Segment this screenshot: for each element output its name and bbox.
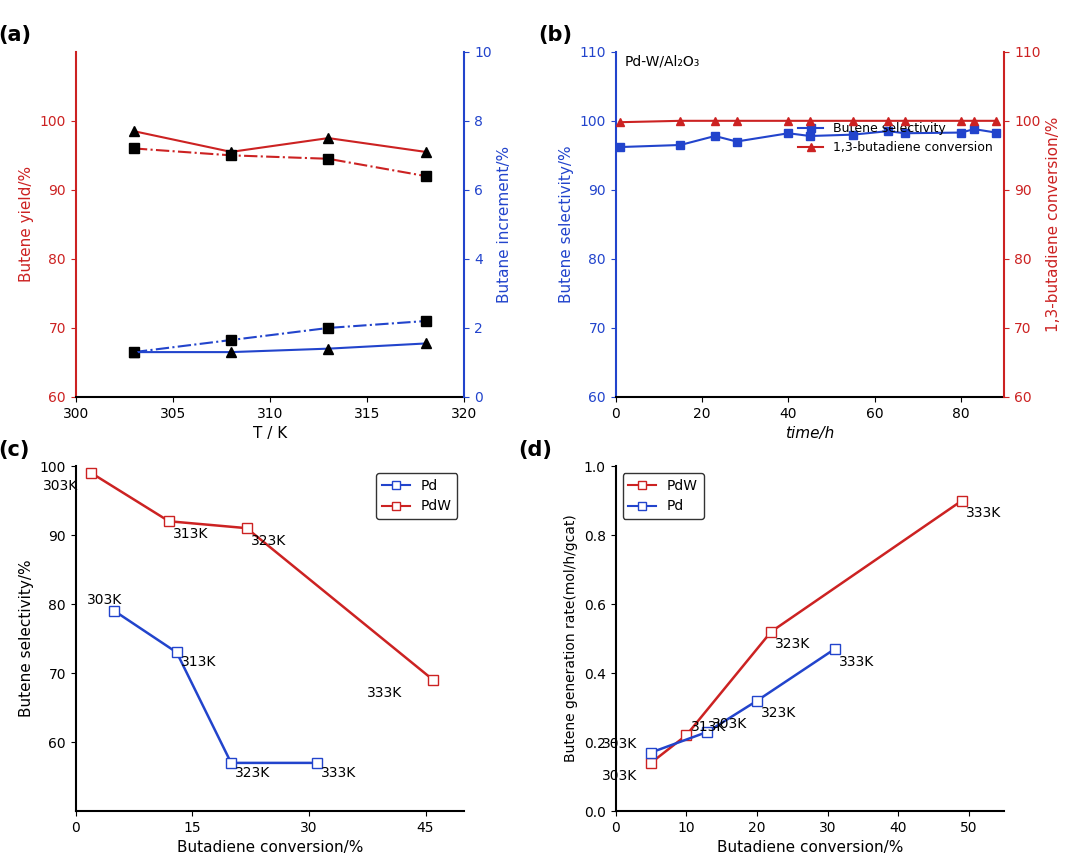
Y-axis label: 1,3-butadiene conversion/%: 1,3-butadiene conversion/% <box>1047 117 1062 332</box>
Y-axis label: Butene yield/%: Butene yield/% <box>19 167 33 282</box>
Legend: Pd, PdW: Pd, PdW <box>377 473 458 519</box>
PdW <box>84 468 97 478</box>
Text: 303K: 303K <box>603 737 637 752</box>
Text: 303K: 303K <box>603 769 637 783</box>
Pd <box>645 747 658 758</box>
Text: 333K: 333K <box>366 686 402 700</box>
Text: 303K: 303K <box>42 479 78 493</box>
Text: 333K: 333K <box>967 507 1001 520</box>
Y-axis label: Butane increment/%: Butane increment/% <box>497 146 512 303</box>
Text: 333K: 333K <box>839 655 874 669</box>
PdW <box>240 523 253 533</box>
Text: 313K: 313K <box>690 720 726 734</box>
Line: PdW: PdW <box>646 495 967 768</box>
X-axis label: time/h: time/h <box>785 426 835 441</box>
PdW <box>645 758 658 768</box>
Pd <box>828 644 841 654</box>
Text: 323K: 323K <box>251 534 286 548</box>
Text: (b): (b) <box>538 25 571 46</box>
Text: Pd-W/Al₂O₃: Pd-W/Al₂O₃ <box>624 54 700 68</box>
Pd <box>108 606 121 616</box>
Text: 313K: 313K <box>180 655 216 670</box>
PdW <box>679 730 692 740</box>
Text: 313K: 313K <box>173 527 208 541</box>
Text: 303K: 303K <box>712 716 747 731</box>
Text: 323K: 323K <box>235 765 270 780</box>
X-axis label: Butadiene conversion/%: Butadiene conversion/% <box>177 841 363 855</box>
Pd <box>701 727 714 737</box>
Text: 333K: 333K <box>321 765 356 780</box>
Text: (d): (d) <box>518 439 552 460</box>
Legend: PdW, Pd: PdW, Pd <box>622 473 703 519</box>
PdW <box>427 675 440 685</box>
Pd <box>225 758 238 768</box>
Line: PdW: PdW <box>86 468 438 685</box>
Pd <box>751 696 764 706</box>
Pd <box>310 758 323 768</box>
X-axis label: T / K: T / K <box>253 426 287 441</box>
PdW <box>956 495 969 506</box>
Line: Pd: Pd <box>109 606 322 768</box>
Text: 323K: 323K <box>761 707 796 721</box>
PdW <box>162 516 175 526</box>
Line: Pd: Pd <box>646 644 839 758</box>
Text: (a): (a) <box>0 25 31 46</box>
PdW <box>765 627 778 637</box>
Text: 303K: 303K <box>86 593 122 607</box>
Legend: Butene selectivity, 1,3-butadiene conversion: Butene selectivity, 1,3-butadiene conver… <box>794 117 998 159</box>
Y-axis label: Butene selectivity/%: Butene selectivity/% <box>19 560 33 717</box>
Text: (c): (c) <box>0 439 29 460</box>
X-axis label: Butadiene conversion/%: Butadiene conversion/% <box>717 841 903 855</box>
Text: 323K: 323K <box>775 638 810 652</box>
Y-axis label: Butene generation rate(mol/h/gcat): Butene generation rate(mol/h/gcat) <box>565 514 578 763</box>
Y-axis label: Butene selectivity/%: Butene selectivity/% <box>558 146 573 303</box>
Pd <box>171 647 184 658</box>
